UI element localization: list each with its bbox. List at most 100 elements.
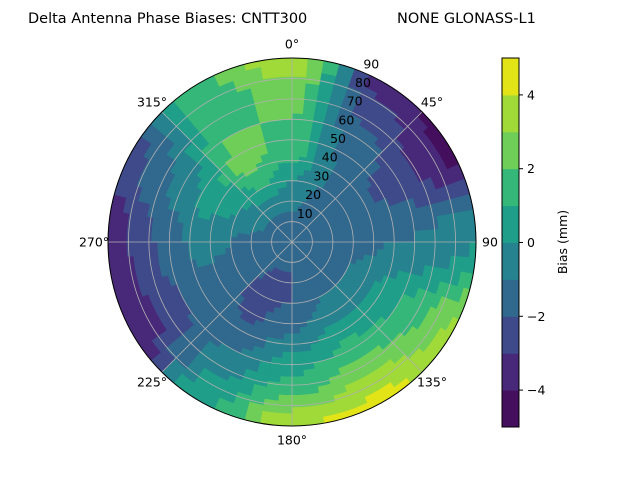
- contour-cell: [279, 174, 287, 182]
- contour-cell: [212, 248, 220, 257]
- contour-cell: [444, 227, 452, 243]
- contour-cell: [291, 168, 299, 176]
- contour-cell: [119, 241, 128, 258]
- theta-gridline: [291, 241, 423, 373]
- contour-cell: [236, 241, 244, 248]
- contour-cell: [276, 63, 293, 72]
- contour-cell: [291, 412, 308, 421]
- r-tick-label: 40: [322, 150, 338, 165]
- contour-cell: [278, 388, 293, 396]
- contour-cell: [352, 229, 360, 237]
- contour-cell: [334, 237, 342, 243]
- contour-cell: [291, 161, 300, 170]
- contour-cell: [205, 234, 213, 243]
- contour-cell: [413, 241, 422, 254]
- theta-tick-label: 270°: [79, 235, 109, 250]
- contour-cell: [156, 241, 165, 255]
- contour-cell: [395, 232, 403, 243]
- colorbar-segment: [502, 279, 519, 317]
- contour-cell: [389, 232, 397, 243]
- contour-cell: [279, 369, 293, 378]
- theta-gridline: [161, 241, 293, 373]
- r-tick-label: 60: [338, 112, 354, 127]
- r-tick-label: 50: [330, 131, 346, 146]
- contour-cell: [291, 272, 296, 280]
- polar-grid: [108, 58, 476, 426]
- contour-cell: [291, 266, 295, 273]
- contour-cell: [278, 94, 293, 102]
- theta-tick-label: 0°: [285, 37, 299, 52]
- contour-cell: [236, 245, 245, 252]
- contour-cell: [230, 246, 238, 253]
- contour-cell: [144, 241, 152, 256]
- r-tick-label: 70: [347, 94, 363, 109]
- contour-cell: [291, 388, 306, 396]
- contour-cell: [279, 106, 293, 115]
- contour-cell: [156, 229, 165, 243]
- contour-cell: [280, 363, 293, 372]
- colorbar-segment: [502, 390, 519, 428]
- colorbar-tick-label: −4: [527, 383, 545, 398]
- r-tick-label: 90: [363, 56, 379, 71]
- contour-cell: [291, 302, 299, 310]
- contour-cell: [291, 394, 307, 402]
- contour-cell: [291, 94, 306, 102]
- contour-cell: [291, 100, 305, 108]
- contour-cell: [279, 100, 293, 108]
- contour-cell: [291, 58, 309, 66]
- contour-cell: [199, 233, 207, 243]
- contour-cell: [352, 241, 360, 249]
- contour-cell: [230, 241, 238, 248]
- contour-cell: [291, 376, 305, 384]
- contour-cell: [288, 204, 293, 212]
- contour-cell: [162, 230, 171, 243]
- contour-cell: [297, 308, 306, 316]
- contour-cell: [291, 174, 299, 182]
- contour-cell: [291, 88, 306, 96]
- contour-cell: [284, 321, 293, 329]
- contour-cell: [193, 241, 201, 251]
- contour-cell: [276, 412, 293, 421]
- contour-cell: [291, 284, 297, 292]
- colorbar-segment: [502, 58, 519, 96]
- contour-cell: [277, 82, 293, 90]
- contour-cell: [291, 406, 308, 415]
- contour-cell: [287, 192, 293, 200]
- contour-cell: [277, 394, 293, 402]
- contour-cell: [291, 69, 308, 78]
- contour-cell: [282, 345, 293, 353]
- contour-cell: [175, 241, 183, 253]
- contour-cell: [276, 69, 293, 78]
- contour-cell: [230, 236, 238, 243]
- theta-gridline: [161, 111, 293, 243]
- theta-tick-label: 315°: [137, 94, 167, 109]
- contour-cell: [438, 241, 446, 256]
- contour-cell: [224, 241, 232, 249]
- r-tick-label: 10: [297, 206, 313, 221]
- colorbar-tick-label: 4: [527, 87, 535, 102]
- contour-cell: [291, 400, 307, 408]
- contour-cell: [291, 333, 301, 341]
- contour-cell: [291, 351, 303, 359]
- colorbar-segment: [502, 94, 519, 133]
- contour-cell: [277, 162, 286, 170]
- contour-cell: [291, 339, 302, 347]
- contour-cell: [383, 233, 391, 243]
- contour-cell: [276, 406, 293, 415]
- contour-cell: [281, 351, 293, 359]
- theta-gridline: [291, 111, 423, 243]
- contour-cell: [181, 232, 189, 243]
- contour-cell: [291, 112, 304, 121]
- contour-cell: [426, 229, 434, 243]
- contour-cell: [371, 234, 379, 243]
- theta-tick-label: 180°: [277, 433, 307, 448]
- theta-tick-label: 225°: [137, 375, 167, 390]
- contour-cell: [296, 296, 303, 304]
- contour-cell: [218, 235, 226, 243]
- contour-cell: [291, 82, 307, 90]
- contour-cell: [211, 241, 220, 250]
- contour-cell: [150, 229, 158, 243]
- contour-cell: [395, 241, 403, 252]
- contour-cell: [444, 241, 452, 257]
